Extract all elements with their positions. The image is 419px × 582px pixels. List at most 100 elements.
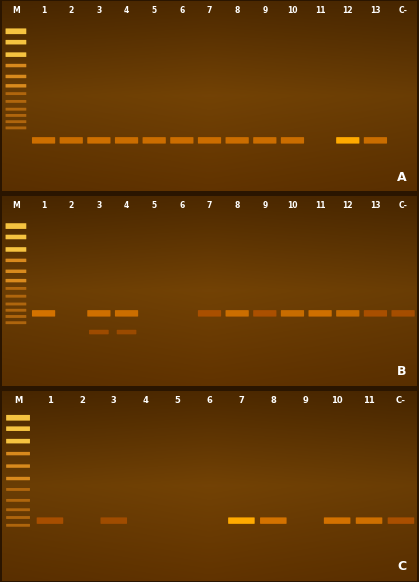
FancyBboxPatch shape: [6, 439, 30, 443]
Text: 11: 11: [363, 396, 375, 405]
Text: 12: 12: [342, 6, 353, 15]
FancyBboxPatch shape: [5, 29, 26, 34]
FancyBboxPatch shape: [5, 315, 26, 318]
Text: 8: 8: [235, 201, 240, 210]
FancyBboxPatch shape: [5, 303, 26, 306]
FancyBboxPatch shape: [225, 137, 249, 144]
Text: 2: 2: [69, 201, 74, 210]
FancyBboxPatch shape: [89, 330, 109, 334]
Text: 1: 1: [41, 6, 46, 15]
FancyBboxPatch shape: [6, 477, 30, 480]
Text: 3: 3: [96, 201, 101, 210]
Text: 6: 6: [207, 396, 212, 405]
FancyBboxPatch shape: [6, 488, 30, 491]
FancyBboxPatch shape: [324, 517, 350, 524]
Text: 4: 4: [124, 201, 129, 210]
FancyBboxPatch shape: [115, 137, 138, 144]
FancyBboxPatch shape: [5, 223, 26, 229]
Text: 1: 1: [41, 201, 46, 210]
FancyBboxPatch shape: [253, 310, 277, 317]
FancyBboxPatch shape: [32, 310, 55, 317]
Text: 4: 4: [143, 396, 149, 405]
FancyBboxPatch shape: [6, 508, 30, 511]
FancyBboxPatch shape: [37, 517, 63, 524]
Text: 8: 8: [270, 396, 276, 405]
FancyBboxPatch shape: [142, 137, 166, 144]
FancyBboxPatch shape: [5, 52, 26, 57]
FancyBboxPatch shape: [281, 137, 304, 144]
Text: 8: 8: [235, 6, 240, 15]
Text: 6: 6: [179, 6, 184, 15]
FancyBboxPatch shape: [6, 415, 30, 421]
Text: 11: 11: [315, 6, 326, 15]
FancyBboxPatch shape: [5, 269, 26, 273]
Text: 5: 5: [152, 6, 157, 15]
Text: 7: 7: [238, 396, 244, 405]
FancyBboxPatch shape: [170, 137, 194, 144]
Text: 9: 9: [262, 6, 267, 15]
FancyBboxPatch shape: [5, 84, 26, 87]
FancyBboxPatch shape: [5, 294, 26, 297]
FancyBboxPatch shape: [6, 427, 30, 431]
FancyBboxPatch shape: [59, 137, 83, 144]
FancyBboxPatch shape: [391, 310, 415, 317]
FancyBboxPatch shape: [5, 126, 26, 129]
FancyBboxPatch shape: [5, 92, 26, 95]
FancyBboxPatch shape: [6, 499, 30, 502]
FancyBboxPatch shape: [364, 137, 387, 144]
FancyBboxPatch shape: [364, 310, 387, 317]
Text: 10: 10: [331, 396, 343, 405]
Text: 9: 9: [303, 396, 308, 405]
FancyBboxPatch shape: [308, 310, 332, 317]
Text: C-: C-: [396, 396, 406, 405]
FancyBboxPatch shape: [101, 517, 127, 524]
Text: 6: 6: [179, 201, 184, 210]
Text: 9: 9: [262, 201, 267, 210]
Text: 3: 3: [111, 396, 116, 405]
Text: 13: 13: [370, 6, 381, 15]
Text: M: M: [12, 6, 20, 15]
FancyBboxPatch shape: [5, 108, 26, 111]
FancyBboxPatch shape: [5, 287, 26, 290]
FancyBboxPatch shape: [87, 310, 111, 317]
Text: C-: C-: [398, 6, 408, 15]
FancyBboxPatch shape: [5, 74, 26, 78]
FancyBboxPatch shape: [5, 40, 26, 44]
FancyBboxPatch shape: [198, 310, 221, 317]
FancyBboxPatch shape: [388, 517, 414, 524]
FancyBboxPatch shape: [5, 100, 26, 103]
FancyBboxPatch shape: [336, 137, 360, 144]
Text: M: M: [14, 396, 22, 405]
FancyBboxPatch shape: [6, 516, 30, 519]
Text: 5: 5: [152, 201, 157, 210]
Text: 3: 3: [96, 6, 101, 15]
FancyBboxPatch shape: [5, 279, 26, 282]
FancyBboxPatch shape: [117, 330, 136, 334]
Text: 4: 4: [124, 6, 129, 15]
FancyBboxPatch shape: [5, 309, 26, 311]
Text: 1: 1: [47, 396, 53, 405]
FancyBboxPatch shape: [228, 517, 255, 524]
FancyBboxPatch shape: [5, 235, 26, 239]
FancyBboxPatch shape: [336, 310, 360, 317]
Text: 7: 7: [207, 6, 212, 15]
Text: 2: 2: [69, 6, 74, 15]
FancyBboxPatch shape: [5, 120, 26, 123]
FancyBboxPatch shape: [5, 321, 26, 324]
Text: 11: 11: [315, 201, 326, 210]
FancyBboxPatch shape: [115, 310, 138, 317]
FancyBboxPatch shape: [281, 310, 304, 317]
FancyBboxPatch shape: [5, 247, 26, 252]
Text: 12: 12: [342, 201, 353, 210]
Text: 10: 10: [287, 201, 298, 210]
Text: B: B: [397, 365, 406, 378]
Text: 10: 10: [287, 6, 298, 15]
Text: 5: 5: [175, 396, 181, 405]
FancyBboxPatch shape: [87, 137, 111, 144]
Text: 13: 13: [370, 201, 381, 210]
FancyBboxPatch shape: [6, 464, 30, 468]
FancyBboxPatch shape: [32, 137, 55, 144]
FancyBboxPatch shape: [6, 452, 30, 455]
FancyBboxPatch shape: [5, 258, 26, 262]
Text: 7: 7: [207, 201, 212, 210]
